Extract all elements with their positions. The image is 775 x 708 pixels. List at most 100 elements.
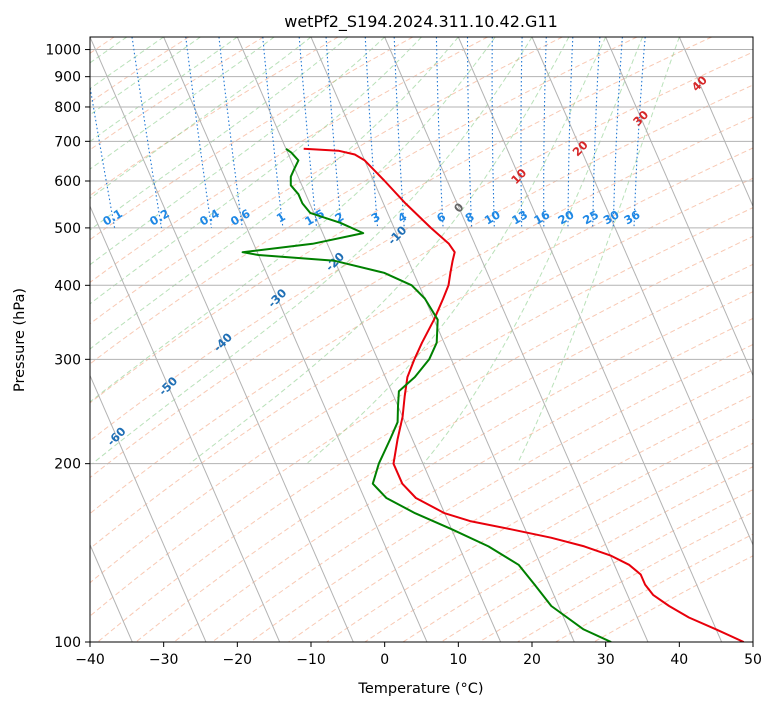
mixing-ratio-label: 25 <box>580 207 601 227</box>
y-tick-label: 500 <box>54 221 81 237</box>
mixing-ratio-label: 4 <box>395 209 409 225</box>
temperature-line <box>303 147 745 642</box>
dry-adiabat <box>90 37 488 283</box>
isotherm-line <box>90 205 281 642</box>
isotherm-line <box>678 37 753 208</box>
isotherm-line <box>531 37 753 547</box>
mixing-ratio-label: 6 <box>434 209 448 225</box>
x-tick-label: 40 <box>670 652 688 668</box>
isotherm-label: -30 <box>265 286 290 311</box>
mixing-ratio-label: 16 <box>531 207 552 227</box>
moist-adiabat <box>306 37 607 465</box>
mixing-ratio-line <box>131 37 163 228</box>
isotherm-line <box>457 37 723 642</box>
x-tick-label: 0 <box>380 652 389 668</box>
dry-adiabat <box>90 37 638 365</box>
isotherm-line <box>384 37 649 642</box>
y-tick-label: 200 <box>54 457 81 473</box>
y-axis-ticks: 100 200 300 400 500 600 700 800 900 1000 <box>45 43 90 651</box>
x-tick-label: −40 <box>75 652 105 668</box>
isotherm-label: -40 <box>210 330 235 355</box>
isotherm-line <box>90 37 354 642</box>
x-tick-label: 10 <box>449 652 467 668</box>
isotherm-label: -80 <box>0 508 18 533</box>
y-tick-label: 100 <box>54 635 81 651</box>
moist-adiabat <box>92 37 533 465</box>
mixing-ratio-label: 20 <box>556 207 577 227</box>
dry-adiabat <box>90 37 563 325</box>
mixing-ratio-line <box>435 37 444 228</box>
mixing-ratio-label: 0.1 <box>100 206 125 228</box>
moist-adiabat <box>90 37 422 305</box>
x-tick-label: 30 <box>597 652 615 668</box>
mixing-ratio-line <box>185 37 213 228</box>
isotherm-label: -60 <box>104 424 129 449</box>
grid-lines <box>0 37 753 642</box>
mixing-ratio-label: 1 <box>274 209 288 225</box>
mixing-ratio-line <box>90 83 116 228</box>
y-tick-label: 900 <box>54 70 81 86</box>
dry-adiabat <box>250 343 753 642</box>
dry-adiabat <box>173 291 753 642</box>
isotherm-line <box>163 37 428 642</box>
y-tick-label: 300 <box>54 352 81 368</box>
dry-adiabat <box>90 147 753 550</box>
isotherm-line <box>605 37 753 377</box>
isotherm-line <box>236 37 502 642</box>
moist-adiabat <box>423 37 643 465</box>
dry-adiabat <box>90 84 753 479</box>
mixing-ratio-line <box>567 37 574 228</box>
dry-adiabat <box>135 263 753 642</box>
dry-adiabat <box>555 533 753 642</box>
mixing-ratio-label: 8 <box>463 209 477 225</box>
mixing-ratio-label: 13 <box>509 207 530 227</box>
dry-adiabat <box>364 418 753 642</box>
moist-adiabat <box>516 37 680 464</box>
moist-adiabat <box>90 37 496 403</box>
mixing-ratio-line <box>633 37 646 228</box>
mixing-ratio-line <box>491 37 495 228</box>
mixing-ratio-line <box>592 37 601 228</box>
moist-adiabat <box>90 37 201 116</box>
x-tick-label: 50 <box>744 652 762 668</box>
moist-adiabat <box>189 37 570 465</box>
mixing-ratio-label: 3 <box>369 209 383 225</box>
background-lines <box>90 37 753 642</box>
y-tick-label: 700 <box>54 134 81 150</box>
mixing-ratio-lines <box>90 37 646 228</box>
mixing-ratio-line <box>262 37 284 228</box>
mixing-ratio-label: 10 <box>482 207 503 227</box>
dry-adiabat <box>326 394 753 642</box>
mixing-ratio-line <box>298 37 318 228</box>
dry-adiabat <box>90 37 190 104</box>
isotherm-line <box>752 37 753 39</box>
isotherm-label: 30 <box>630 108 651 129</box>
dry-adiabat <box>288 369 753 642</box>
moist-adiabat <box>90 37 164 90</box>
dry-adiabat <box>90 177 753 584</box>
x-tick-label: −30 <box>149 652 179 668</box>
isotherm-line <box>90 374 207 642</box>
profile-series <box>241 147 745 642</box>
mixing-ratio-label: 30 <box>601 207 622 227</box>
y-tick-label: 400 <box>54 278 81 294</box>
moist-adiabat <box>90 37 275 170</box>
y-tick-label: 600 <box>54 174 81 190</box>
x-axis-ticks: −40 −30 −20 −10 0 10 20 30 40 50 <box>75 642 762 668</box>
y-axis-label: Pressure (hPa) <box>12 288 28 392</box>
mixing-ratio-label: 36 <box>622 207 643 227</box>
isotherm-label: -50 <box>156 374 181 399</box>
dry-adiabat <box>97 235 753 642</box>
moist-adiabat <box>90 37 238 143</box>
isotherm-line <box>0 37 59 642</box>
moist-adiabat <box>90 37 459 350</box>
dewpoint-line <box>241 147 612 642</box>
dry-adiabat <box>90 51 753 442</box>
isotherm-label: 10 <box>508 166 529 187</box>
moist-adiabat <box>90 37 312 200</box>
dry-adiabat <box>90 37 712 404</box>
isotherm-label: -70 <box>51 471 76 496</box>
dry-adiabat <box>517 511 753 642</box>
x-tick-label: −10 <box>296 652 326 668</box>
